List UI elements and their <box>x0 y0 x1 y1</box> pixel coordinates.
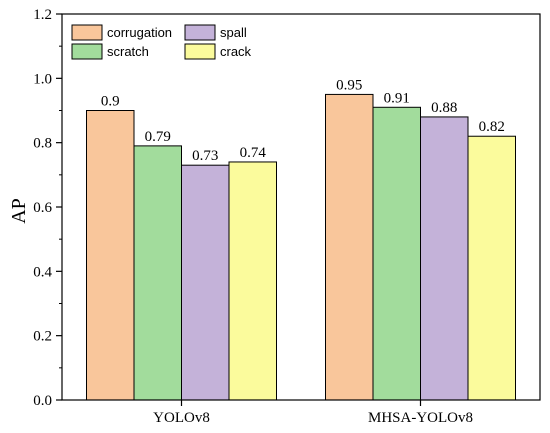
legend-swatch-corrugation <box>71 24 103 41</box>
data-label-spall-0: 0.73 <box>192 148 218 164</box>
legend-label-crack: crack <box>220 44 252 59</box>
legend-swatch-spall <box>184 24 216 41</box>
bar-spall-0 <box>181 164 230 401</box>
data-label-crack-1: 0.82 <box>479 119 505 135</box>
data-label-scratch-0: 0.79 <box>145 129 171 145</box>
bar-scratch-1 <box>372 106 421 401</box>
data-label-scratch-1: 0.91 <box>384 90 410 106</box>
legend: corrugation scratch spall crack <box>71 24 252 60</box>
x-tick-label: MHSA-YOLOv8 <box>368 410 473 426</box>
y-tick-label: 0.8 <box>33 136 52 152</box>
legend-swatch-scratch <box>71 43 103 60</box>
x-tick-label: YOLOv8 <box>153 410 210 426</box>
y-tick-label: 0.6 <box>33 200 52 216</box>
data-labels-layer: 0.9 0.79 0.73 0.74 0.95 0.91 0.88 0.82 <box>101 77 505 164</box>
data-label-spall-1: 0.88 <box>431 100 457 116</box>
legend-label-corrugation: corrugation <box>107 25 172 40</box>
legend-label-scratch: scratch <box>107 44 149 59</box>
y-axis-title: AP <box>8 198 30 224</box>
data-label-corrugation-0: 0.9 <box>101 94 120 110</box>
bar-corrugation-1 <box>325 93 374 401</box>
data-label-corrugation-1: 0.95 <box>336 77 362 93</box>
y-tick-label: 1.0 <box>33 71 52 87</box>
y-tick-label: 0.2 <box>33 329 52 345</box>
bar-corrugation-0 <box>86 110 135 401</box>
axes-layer: 0.0 0.2 0.4 0.6 0.8 1.0 1.2 YOLOv8 MHSA-YOLOv8 <box>33 7 541 426</box>
data-label-crack-0: 0.74 <box>240 145 267 161</box>
bar-scratch-0 <box>133 145 182 401</box>
y-tick-label: 0.4 <box>33 264 52 280</box>
legend-label-spall: spall <box>220 25 247 40</box>
legend-swatch-crack <box>184 43 216 60</box>
bars-layer <box>86 93 516 401</box>
bar-crack-1 <box>467 135 516 401</box>
y-tick-label: 1.2 <box>33 7 52 23</box>
bar-crack-0 <box>228 161 277 401</box>
y-tick-label: 0.0 <box>33 393 52 409</box>
bar-spall-1 <box>420 116 469 401</box>
